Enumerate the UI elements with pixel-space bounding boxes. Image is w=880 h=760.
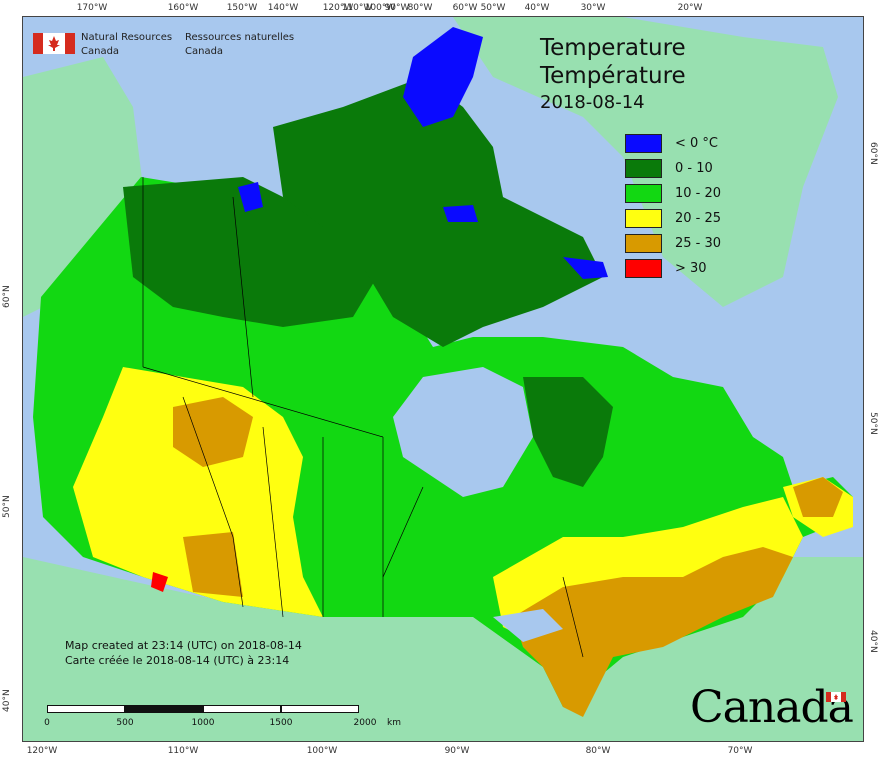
tick-label: 110°W [341,3,373,13]
legend-swatch [625,159,662,178]
tick-label: 40°N [2,689,12,712]
legend-swatch [625,234,662,253]
provincial-borders [142,177,584,658]
region-0-10 [273,77,603,347]
region-25-30 [173,397,253,467]
tick-label: 170°W [76,3,108,13]
tick-label: 30°W [580,3,606,13]
agency-en-line: Canada [81,46,120,57]
agency-fr-line: Ressources naturelles [185,32,295,43]
border-line [232,196,254,398]
alaska-land [23,57,143,317]
region-below-0 [403,27,483,127]
tick-label: 100°W [306,746,338,756]
legend-swatch [625,184,662,203]
scale-segment [203,705,281,713]
tick-label: 60°N [868,142,878,165]
region-below-0 [563,257,608,279]
tick-label: 90°W [384,3,410,13]
agency-name-fr: Ressources naturelles Canada [185,31,294,59]
legend-label: 25 - 30 [675,236,722,251]
canada-wordmark: Canada [690,682,854,733]
region-below-0 [443,205,478,222]
tick-label: 80°W [585,746,611,756]
region-25-30 [793,477,843,517]
title-en: Temperature [540,35,686,61]
legend-swatch [625,259,662,278]
tick-label: 110°W [167,746,199,756]
map-svg [23,17,863,741]
tick-label: 120°W [26,746,58,756]
tick-label: 100°W [364,3,396,13]
border-line [382,486,424,578]
legend-label: 0 - 10 [675,161,713,176]
tick-label: 60°W [452,3,478,13]
region-below-0 [238,182,263,212]
scale-label: 500 [116,718,134,728]
scale-segment [281,705,359,713]
scale-label: 2000 [353,718,377,728]
tick-label: 70°W [727,746,753,756]
region-20-25 [73,367,323,617]
temperature-map [22,16,864,742]
legend-label: 10 - 20 [675,186,722,201]
tick-label: 90°W [444,746,470,756]
title-date: 2018-08-14 [540,92,645,113]
great-lakes [493,609,563,642]
scale-unit: km [387,718,401,728]
tick-label: 40°N [868,630,878,653]
region-25-30 [183,532,243,597]
region-above-30 [151,572,168,592]
tick-label: 40°W [524,3,550,13]
tick-label: 50°N [2,495,12,518]
scale-label: 1000 [191,718,215,728]
legend-swatch [625,209,662,228]
canada-flag-icon [33,33,75,54]
region-0-10 [523,377,613,487]
tick-label: 120°W [322,3,354,13]
map-credit: Map created at 23:14 (UTC) on 2018-08-14… [65,638,302,668]
scale-segment [47,705,125,713]
agency-en-line: Natural Resources [81,32,173,43]
tick-label: 50°W [480,3,506,13]
tick-label: 150°W [226,3,258,13]
legend-label: 20 - 25 [675,211,722,226]
scale-label: 1500 [269,718,293,728]
tick-label: 60°N [2,285,12,308]
tick-label: 20°W [677,3,703,13]
map-title: Temperature Température 2018-08-14 [540,34,686,116]
agency-fr-line: Canada [185,46,224,57]
scale-label: 0 [44,718,50,728]
legend-label: > 30 [675,261,707,276]
legend-swatch [625,134,662,153]
credit-fr: Carte créée le 2018-08-14 (UTC) à 23:14 [65,654,290,667]
border-line [562,576,584,658]
hudson-bay [393,367,533,497]
tick-label: 140°W [267,3,299,13]
border-line [142,366,384,438]
scale-segment [125,705,203,713]
border-line [182,396,244,608]
wordmark-flag-icon [826,692,846,702]
agency-name-en: Natural Resources Canada [81,31,172,59]
title-fr: Température [540,63,686,89]
tick-label: 160°W [167,3,199,13]
tick-label: 50°N [868,412,878,435]
region-25-30 [513,547,793,717]
credit-en: Map created at 23:14 (UTC) on 2018-08-14 [65,639,302,652]
border-line [262,426,284,618]
tick-label: 80°W [407,3,433,13]
legend-label: < 0 °C [675,136,719,151]
